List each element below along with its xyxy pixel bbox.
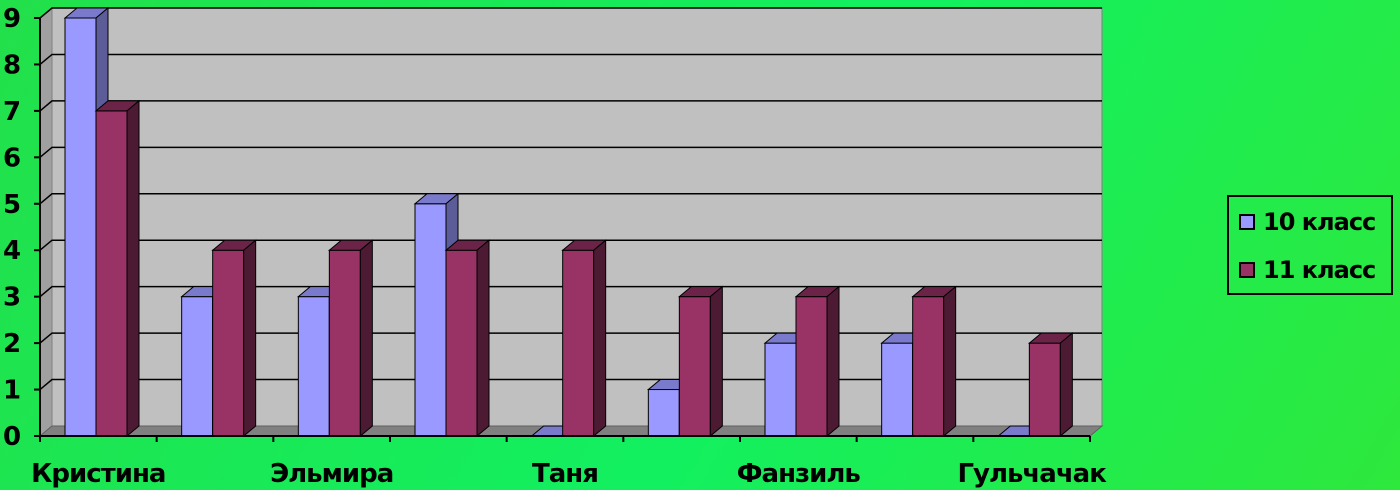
bar-front	[297, 296, 330, 437]
legend-item-series-2: 11 класс	[1239, 255, 1376, 285]
gridline	[39, 285, 1102, 298]
bar-side	[593, 239, 607, 438]
bar-2-7	[794, 285, 841, 438]
y-tick-label: 6	[3, 143, 21, 173]
gridline	[39, 239, 1102, 251]
bar-2-6	[677, 285, 724, 438]
x-tick-label: Эльмира	[270, 459, 393, 489]
bar-front	[212, 249, 245, 437]
bar-side	[126, 99, 140, 438]
y-tick-label: 1	[3, 376, 21, 406]
bar-side	[243, 239, 257, 438]
x-tick-label: Таня	[532, 459, 598, 489]
y-tick-label: 3	[3, 283, 21, 313]
bar-2-4	[444, 239, 491, 438]
legend-swatch-10-klass	[1239, 214, 1255, 230]
bar-2-2	[211, 239, 258, 438]
bar-side	[826, 285, 840, 438]
y-tick-label: 8	[3, 50, 21, 80]
legend-swatch-11-klass	[1239, 262, 1255, 278]
gridline	[39, 146, 1102, 158]
gridline	[39, 53, 1102, 66]
y-tick-label: 7	[3, 97, 21, 127]
chart-legend: 10 класс 11 класс	[1227, 195, 1393, 295]
y-tick-label: 2	[3, 329, 21, 359]
bar-side	[359, 239, 373, 438]
gridline	[39, 193, 1102, 205]
bar-front	[95, 110, 128, 437]
gridline	[39, 378, 1102, 391]
bar-front	[445, 249, 478, 437]
bar-front	[764, 342, 797, 437]
bar-side	[1059, 332, 1073, 438]
bar-2-5	[561, 239, 608, 438]
legend-label-11-klass: 11 класс	[1263, 256, 1376, 284]
legend-label-10-klass: 10 класс	[1263, 208, 1376, 236]
bar-front	[795, 296, 828, 437]
bar-front	[64, 17, 97, 437]
bar-front	[1028, 342, 1061, 437]
bar-2-3	[327, 239, 374, 438]
bar-front	[328, 249, 361, 437]
bar-front	[414, 203, 447, 437]
y-tick-label: 5	[3, 190, 21, 220]
gridline	[39, 100, 1102, 112]
x-tick-label: Кристина	[31, 459, 165, 489]
gridline	[39, 332, 1102, 344]
bar-front	[678, 296, 711, 437]
y-tick-label: 4	[3, 236, 21, 266]
y-tick-label: 9	[3, 4, 21, 34]
x-tick-label: Гульчачак	[957, 459, 1107, 489]
bar-2-1	[94, 99, 141, 438]
gridline	[39, 7, 1102, 19]
bar-front	[881, 342, 914, 437]
plot-side-wall	[39, 6, 53, 438]
y-tick-label: 0	[3, 422, 21, 452]
bar-2-8	[911, 285, 958, 438]
bar-front	[647, 389, 680, 437]
bar-front	[181, 296, 214, 437]
bar-2-9	[1027, 332, 1074, 438]
bar-side	[709, 285, 723, 438]
bar-front	[562, 249, 595, 437]
bar-front	[912, 296, 945, 437]
bar-side	[943, 285, 957, 438]
x-tick-label: Фанзиль	[737, 459, 861, 489]
bar-side	[476, 239, 490, 438]
legend-item-series-1: 10 класс	[1239, 207, 1376, 237]
